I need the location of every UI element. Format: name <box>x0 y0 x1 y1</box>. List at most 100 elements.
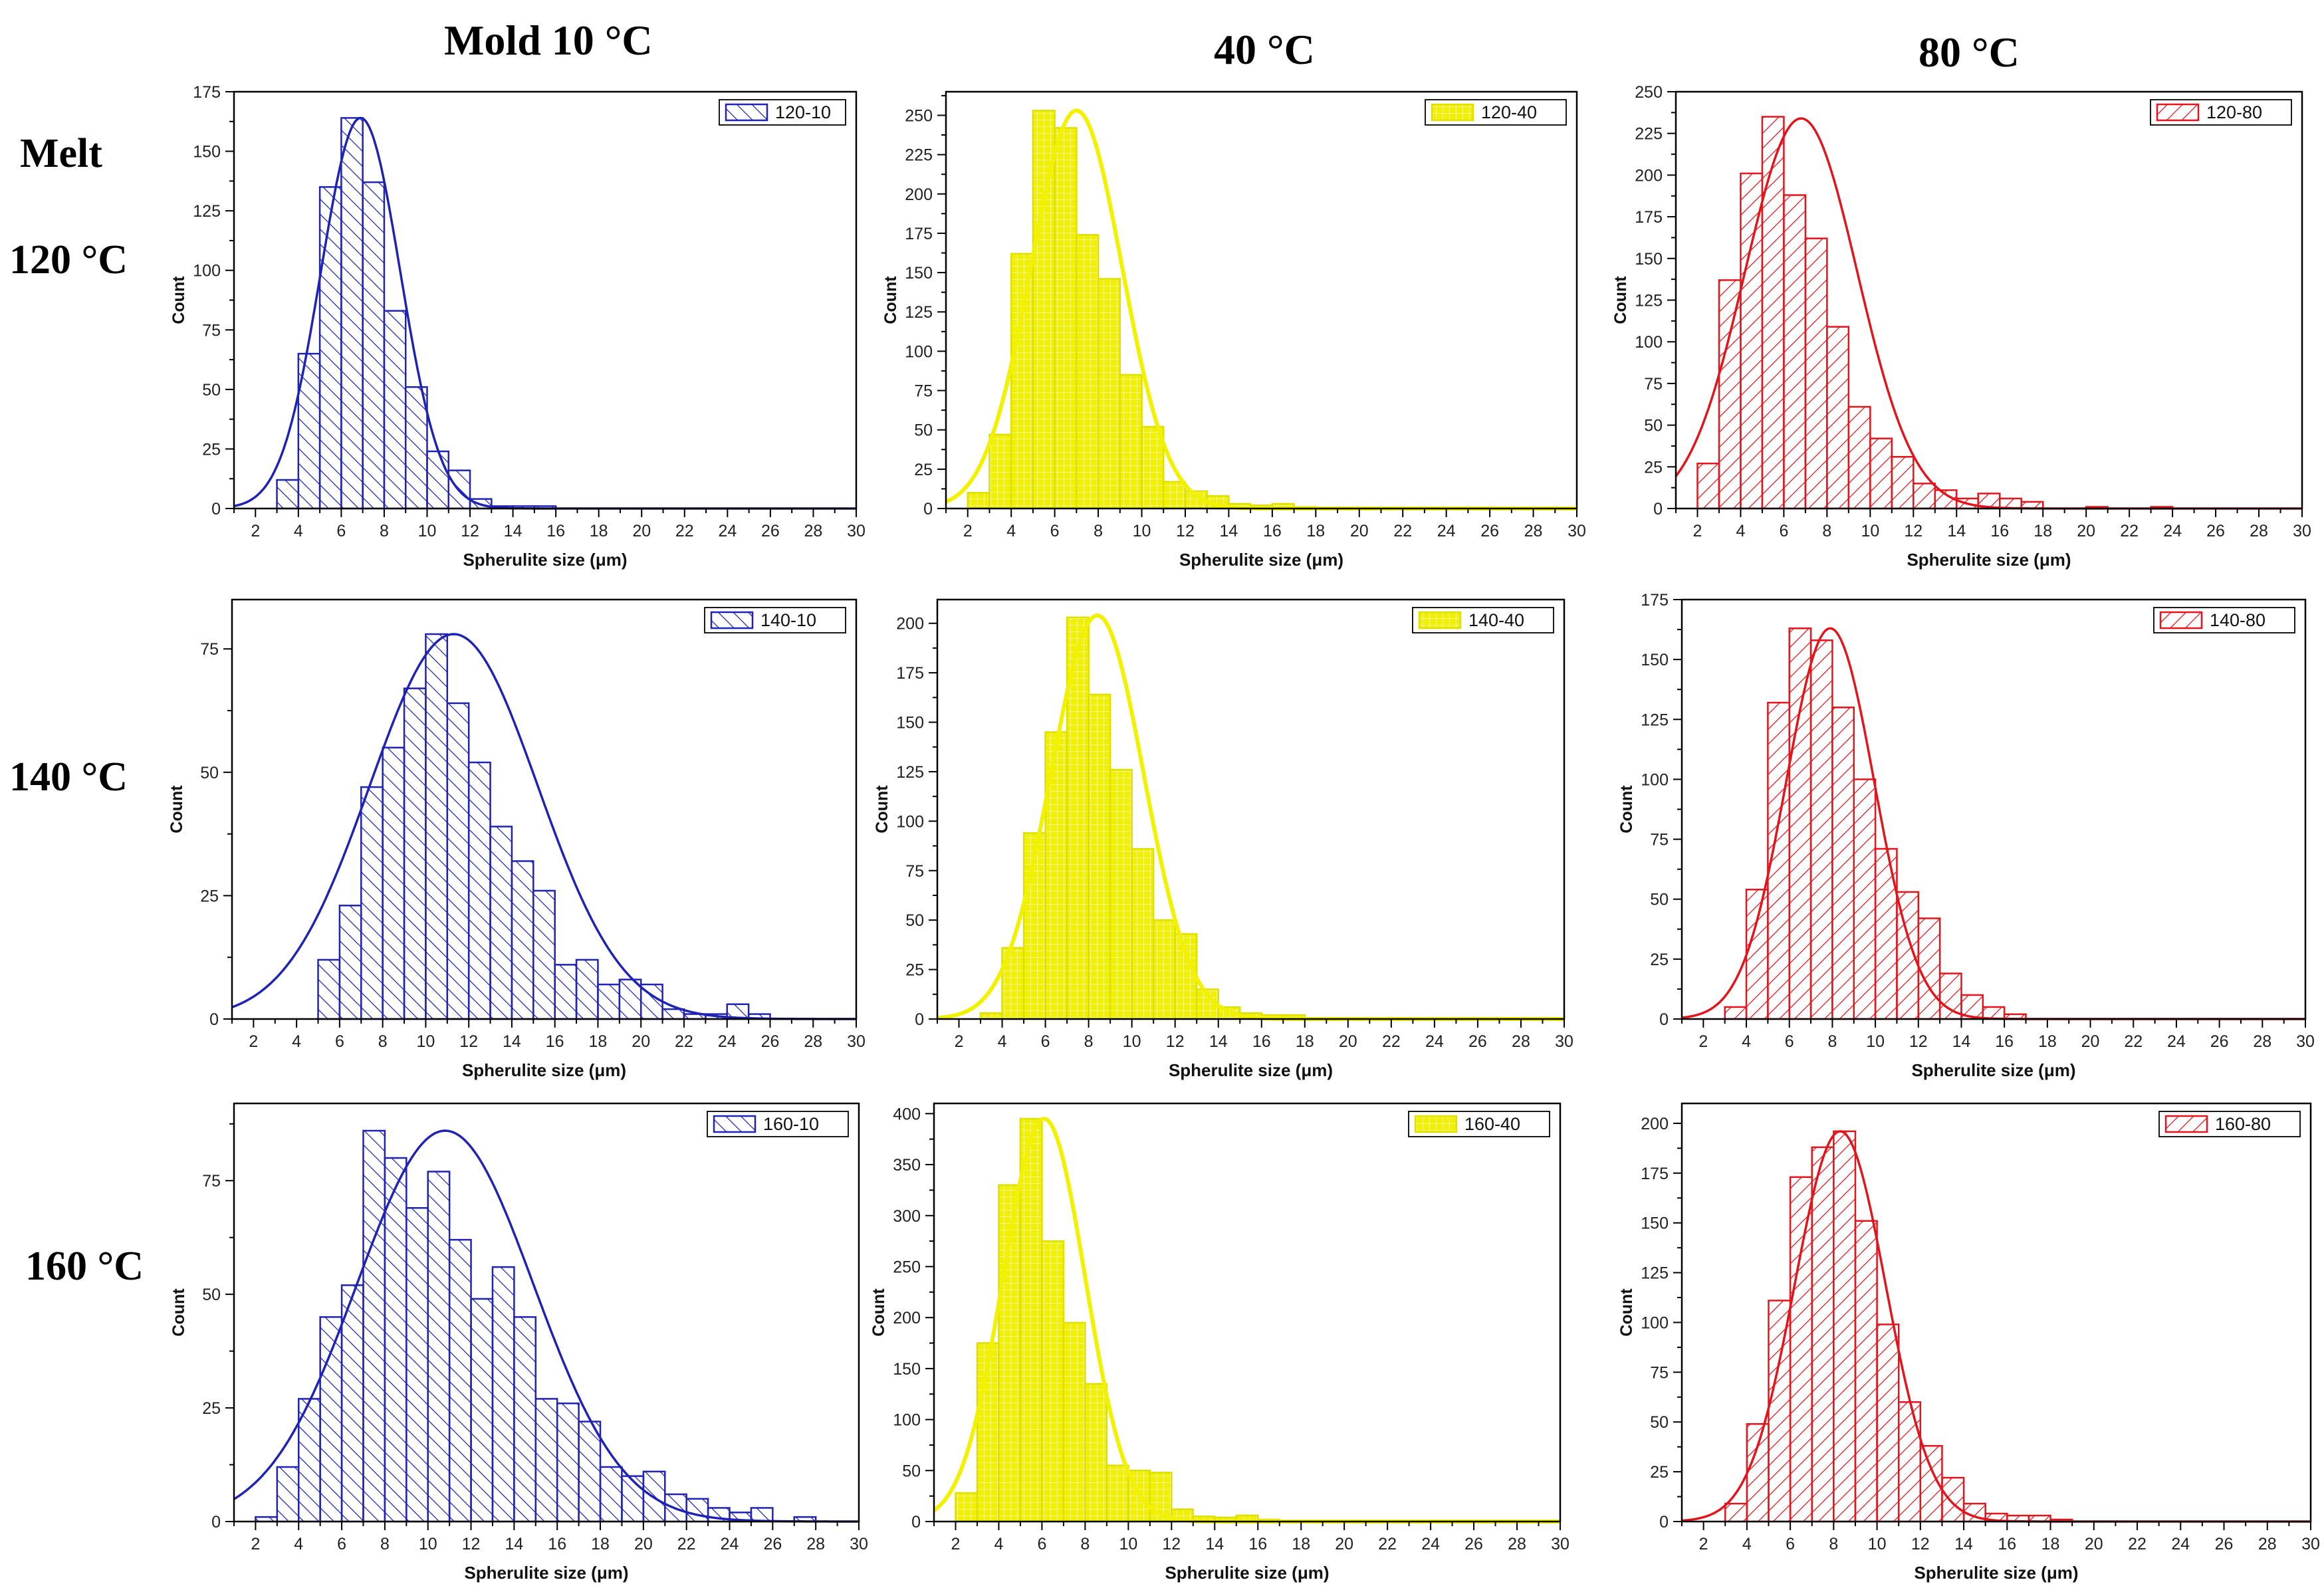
legend: 140-40 <box>1412 607 1554 633</box>
x-tick-label: 30 <box>847 522 866 540</box>
legend-label: 120-40 <box>1481 102 1537 122</box>
histogram-bar <box>513 1316 537 1523</box>
legend-label: 160-80 <box>2215 1114 2271 1134</box>
y-tick-label: 75 <box>905 862 924 881</box>
x-tick-label: 4 <box>292 1032 301 1051</box>
histogram-bar <box>1740 172 1764 510</box>
y-tick-label: 100 <box>1641 770 1669 789</box>
y-tick-label: 100 <box>896 812 924 831</box>
y-tick-label: 75 <box>1644 375 1663 394</box>
histogram-bar <box>1105 1464 1129 1523</box>
histogram-bar <box>426 450 450 510</box>
histogram-bar <box>1162 481 1187 510</box>
x-tick-label: 10 <box>418 522 437 540</box>
x-tick-label: 20 <box>2081 1032 2100 1051</box>
histogram-bar <box>403 687 427 1020</box>
histogram-bar <box>1152 919 1176 1020</box>
histogram-120-80: 2 4 6 8 10 12 14 16 18 20 22 24 26 28 3002550751001251… <box>1611 83 2311 570</box>
x-tick-label: 6 <box>1786 1535 1795 1553</box>
histogram-bar <box>1010 253 1034 510</box>
y-tick-label: 0 <box>923 500 933 518</box>
y-tick-label: 125 <box>1641 1264 1669 1283</box>
y-tick-label: 75 <box>914 382 933 401</box>
x-tick-label: 24 <box>718 522 737 540</box>
histogram-160-80: 2 4 6 8 10 12 14 16 18 20 22 24 26 28 3002550751001251… <box>1617 1102 2320 1583</box>
histogram-bar <box>1696 463 1720 510</box>
y-tick-label: 125 <box>905 303 933 322</box>
x-tick-label: 2 <box>1693 522 1702 540</box>
x-tick-label: 8 <box>380 522 389 540</box>
histogram-bar <box>1831 707 1855 1020</box>
histogram-bar <box>382 746 406 1020</box>
x-tick-label: 26 <box>761 1032 780 1051</box>
x-tick-label: 10 <box>1123 1032 1141 1051</box>
histogram-bar <box>556 1402 580 1523</box>
x-tick-label: 16 <box>1248 1535 1267 1553</box>
plot-frame <box>936 598 1566 1020</box>
x-tick-label: 2 <box>951 1535 961 1553</box>
legend: 160-40 <box>1408 1111 1550 1137</box>
x-tick-label: 18 <box>591 1535 610 1553</box>
histogram-bar <box>988 433 1012 510</box>
x-tick-label: 8 <box>1094 522 1103 540</box>
x-tick-label: 2 <box>1698 1032 1708 1051</box>
y-tick-label: 25 <box>1650 951 1669 969</box>
y-tick-label: 400 <box>893 1105 921 1123</box>
x-tick-label: 12 <box>1911 1535 1930 1553</box>
x-tick-label: 4 <box>1742 1535 1752 1553</box>
histogram-bar <box>297 1398 321 1523</box>
y-tick-label: 25 <box>1644 458 1663 477</box>
x-tick-label: 30 <box>850 1535 868 1553</box>
y-tick-label: 175 <box>1635 208 1663 227</box>
histogram-bar <box>448 1238 472 1523</box>
x-tick-label: 26 <box>1464 1535 1483 1553</box>
legend: 120-10 <box>719 99 846 126</box>
y-tick-label: 125 <box>193 202 221 221</box>
x-tick-label: 20 <box>632 522 651 540</box>
histogram-bar <box>1811 1146 1835 1523</box>
y-tick-label: 150 <box>193 143 221 162</box>
x-tick-label: 4 <box>1742 1032 1751 1051</box>
x-axis-label: Spherulite size (μm) <box>462 1060 626 1080</box>
y-tick-label: 200 <box>1635 166 1663 185</box>
x-tick-label: 14 <box>1220 522 1238 540</box>
y-tick-label: 50 <box>914 421 933 440</box>
y-tick-label: 175 <box>905 225 933 243</box>
y-tick-label: 0 <box>1653 500 1663 518</box>
x-tick-label: 12 <box>1162 1535 1181 1553</box>
histogram-bar <box>1149 1472 1173 1523</box>
histogram-bar <box>661 1008 685 1020</box>
x-tick-label: 2 <box>963 522 973 540</box>
y-tick-label: 150 <box>1635 250 1663 269</box>
histogram-bar <box>750 1507 774 1523</box>
histogram-bar <box>1897 1401 1922 1523</box>
histogram-bar <box>276 1466 300 1523</box>
histogram-bar <box>1718 279 1742 510</box>
histogram-bar <box>340 1284 364 1523</box>
histogram-bar <box>340 117 364 510</box>
x-tick-label: 16 <box>546 1032 564 1051</box>
histogram-bar <box>1724 1502 1748 1523</box>
x-tick-label: 14 <box>1205 1535 1224 1553</box>
histogram-140-10: 2 4 6 8 10 12 14 16 18 20 22 24 26 28 300255075Spherul… <box>168 598 866 1080</box>
x-tick-label: 22 <box>1393 522 1412 540</box>
x-tick-label: 22 <box>1378 1535 1397 1553</box>
x-tick-label: 4 <box>1736 522 1745 540</box>
legend-swatch <box>1418 611 1462 629</box>
plot-frame <box>945 90 1578 510</box>
x-tick-label: 18 <box>1292 1535 1310 1553</box>
y-tick-label: 350 <box>893 1156 921 1175</box>
histogram-bar <box>1826 326 1850 510</box>
x-tick-label: 24 <box>1421 1535 1440 1553</box>
y-tick-label: 250 <box>893 1258 921 1276</box>
x-tick-label: 14 <box>504 522 523 540</box>
legend: 120-40 <box>1425 99 1567 126</box>
legend-label: 120-10 <box>775 102 831 122</box>
x-tick-label: 6 <box>335 1032 344 1051</box>
histogram-bar <box>534 1398 558 1523</box>
y-tick-label: 175 <box>896 664 924 683</box>
x-tick-label: 28 <box>1508 1535 1526 1553</box>
x-tick-label: 6 <box>336 522 346 540</box>
x-tick-label: 16 <box>1995 1032 2014 1051</box>
